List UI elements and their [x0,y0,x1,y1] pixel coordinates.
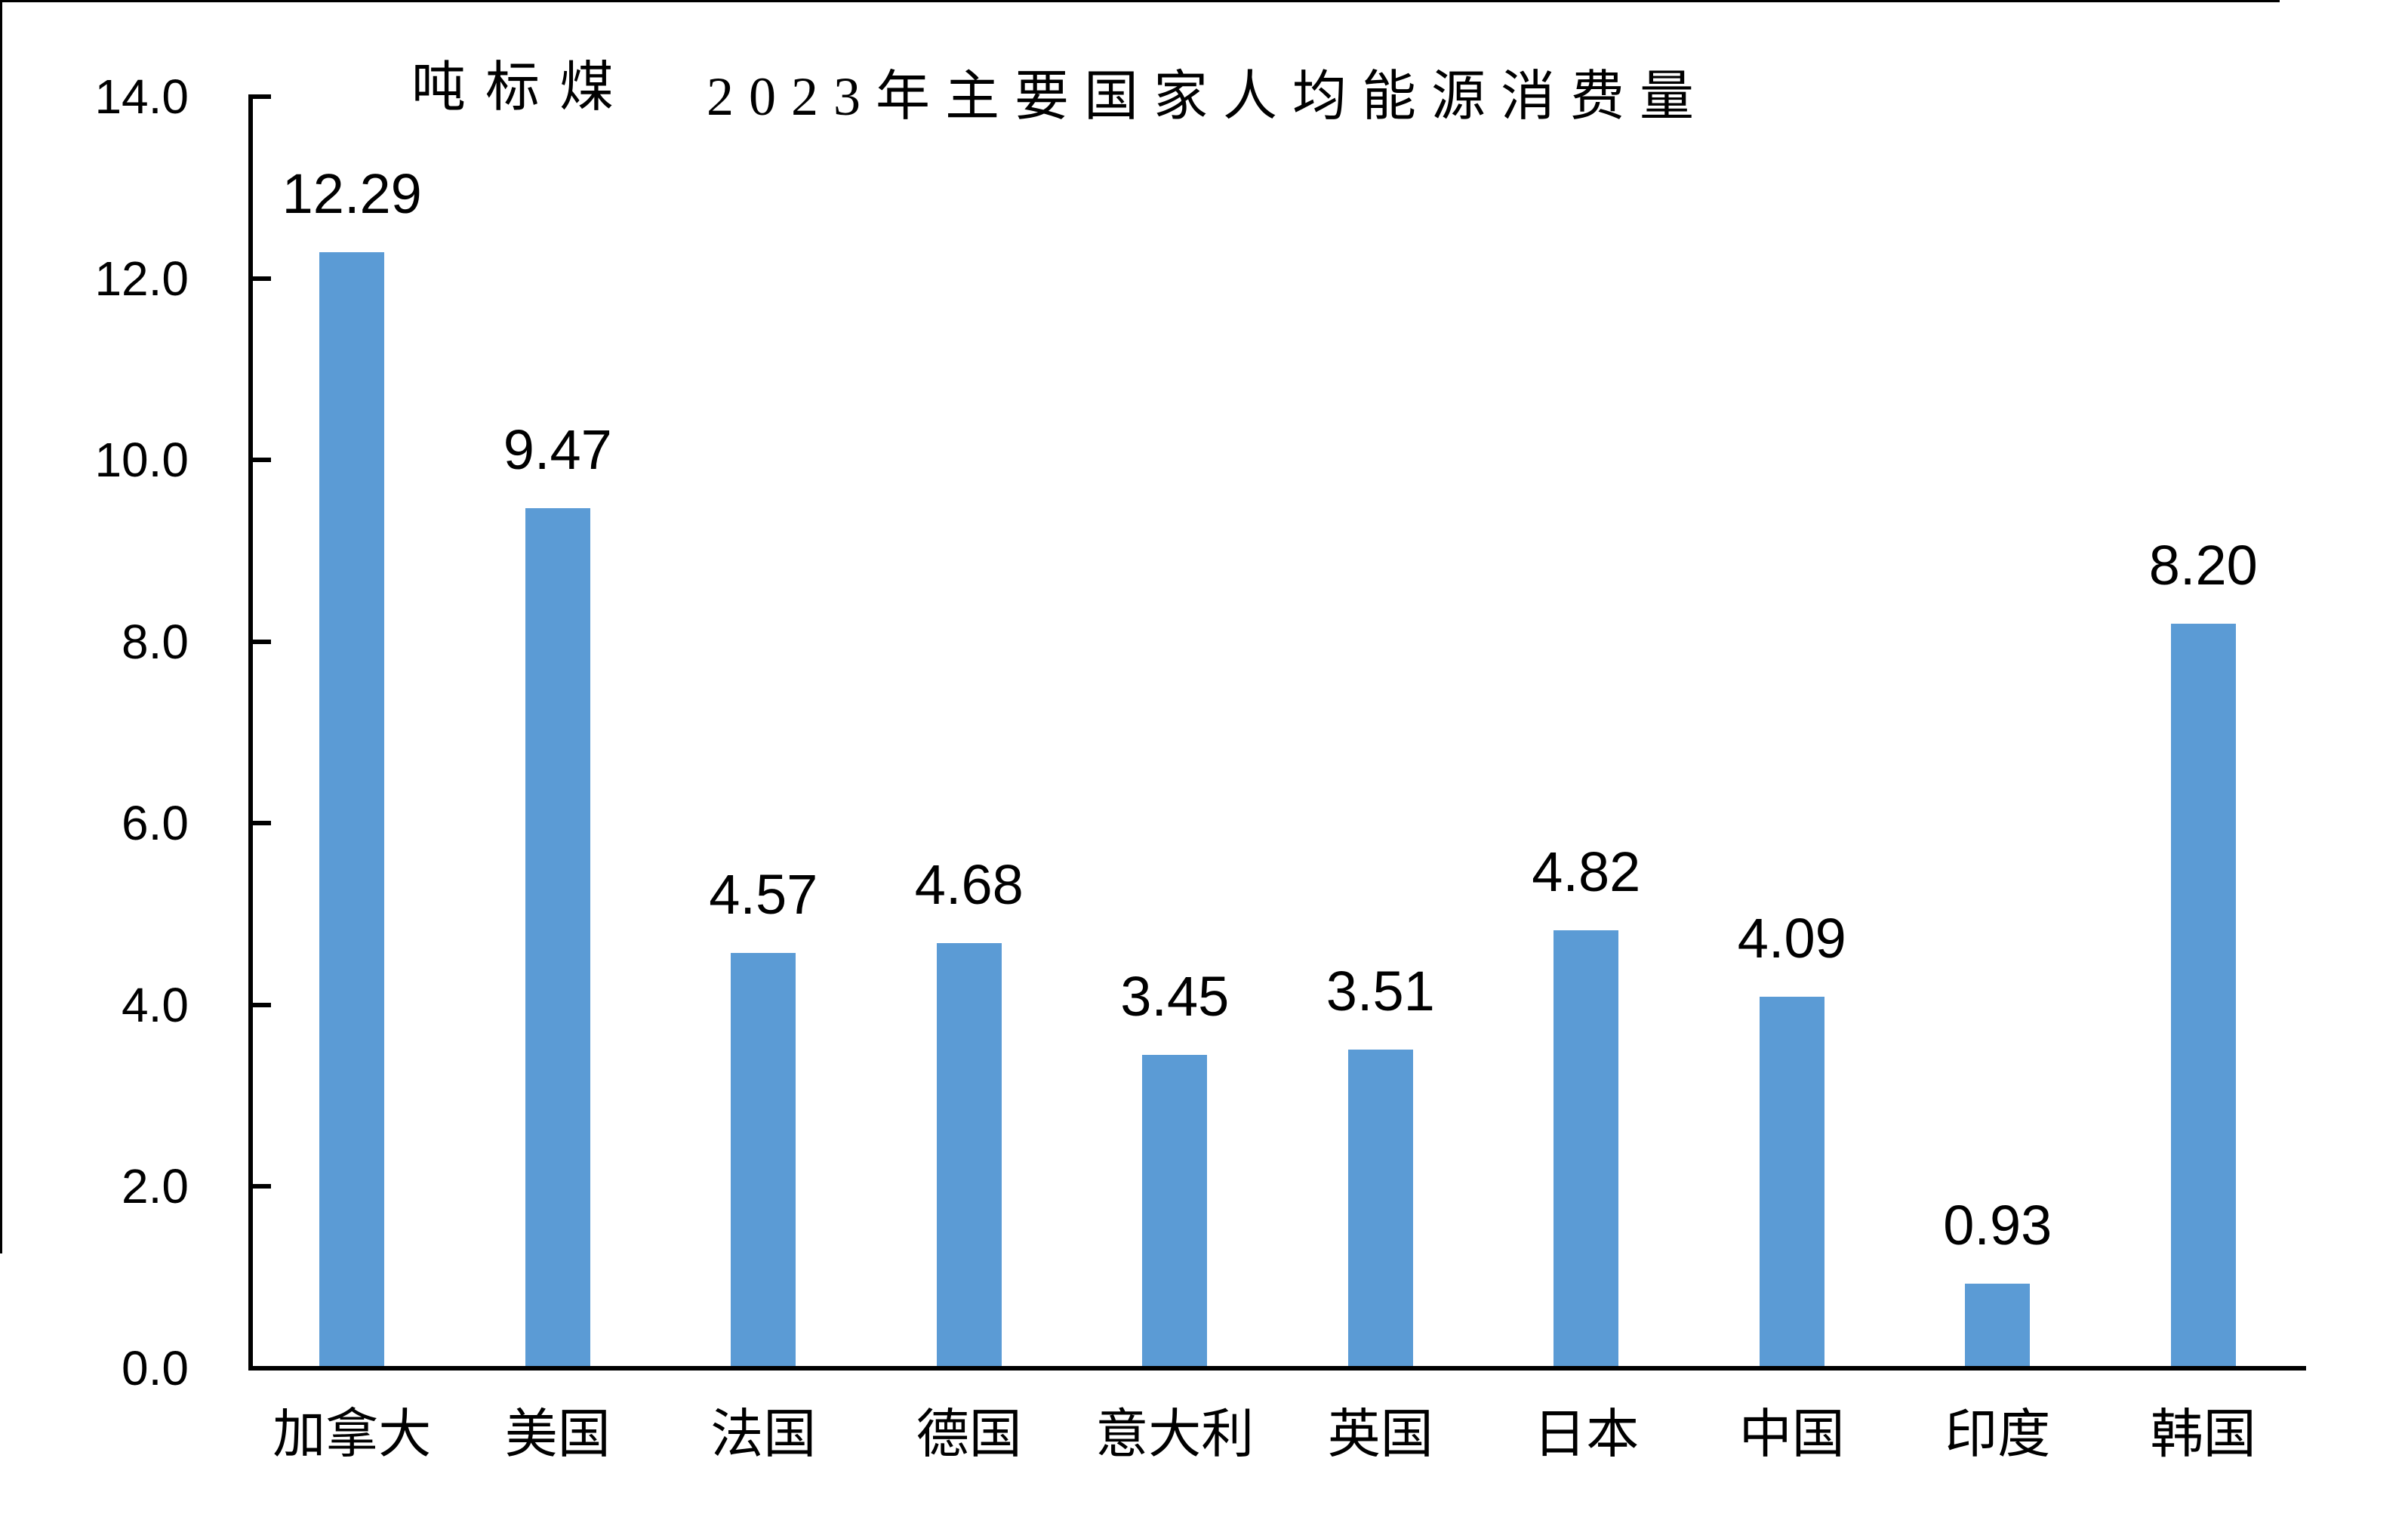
bar-value-label: 3.45 [1120,965,1230,1028]
bar [2170,623,2236,1366]
x-axis-line [248,1366,2306,1371]
bar [525,507,590,1366]
bar [1553,930,1619,1366]
y-axis-tick [253,276,271,281]
bar [1347,1049,1413,1366]
y-axis-tick [253,458,271,463]
bar [1965,1284,2031,1366]
bar-value-label: 8.20 [2148,533,2258,597]
y-axis-tick-label: 14.0 [94,69,189,124]
x-axis-category-label: 日本 [1533,1406,1640,1464]
chart-title: 2023年主要国家人均能源消费量 [706,66,1709,127]
y-axis-tick-label: 8.0 [122,614,189,669]
y-axis-tick [253,639,271,644]
bar-value-label: 4.57 [709,863,818,927]
x-axis-category-label: 中国 [1738,1406,1845,1464]
x-axis-category-label: 法国 [710,1406,817,1464]
x-axis-category-label: 英国 [1327,1406,1433,1464]
crop-border-left [0,0,2,1253]
y-axis-tick-label: 10.0 [94,433,189,488]
y-axis-tick-label: 4.0 [122,977,189,1032]
bar-value-label: 4.82 [1532,840,1641,904]
bar [936,943,1002,1366]
y-axis-tick [253,1184,271,1189]
y-axis-tick-label: 0.0 [122,1341,189,1395]
y-axis-tick-label: 2.0 [122,1159,189,1214]
y-axis-unit-label: 吨标煤 [411,57,634,118]
bar-value-label: 12.29 [282,162,422,225]
y-axis-tick [253,821,271,826]
bar-value-label: 4.09 [1737,907,1846,970]
bar [319,251,385,1366]
x-axis-category-label: 德国 [916,1406,1022,1464]
bar-value-label: 9.47 [503,418,612,481]
bar [731,953,796,1366]
crop-border-top [0,0,2280,2]
x-axis-category-label: 意大利 [1095,1406,1255,1464]
y-axis-line [248,94,253,1371]
bar [1759,997,1824,1366]
x-axis-category-label: 韩国 [2150,1406,2256,1464]
x-axis-category-label: 加拿大 [273,1406,432,1464]
bar-value-label: 4.68 [914,853,1024,917]
bar [1142,1055,1208,1366]
x-axis-category-label: 印度 [1945,1406,2051,1464]
x-axis-category-label: 美国 [504,1406,611,1464]
bar-value-label: 0.93 [1943,1194,2052,1257]
y-axis-tick-label: 6.0 [122,796,189,851]
y-axis-tick [253,94,271,99]
y-axis-tick [253,1002,271,1007]
bar-value-label: 3.51 [1326,959,1435,1022]
y-axis-tick-label: 12.0 [94,251,189,306]
